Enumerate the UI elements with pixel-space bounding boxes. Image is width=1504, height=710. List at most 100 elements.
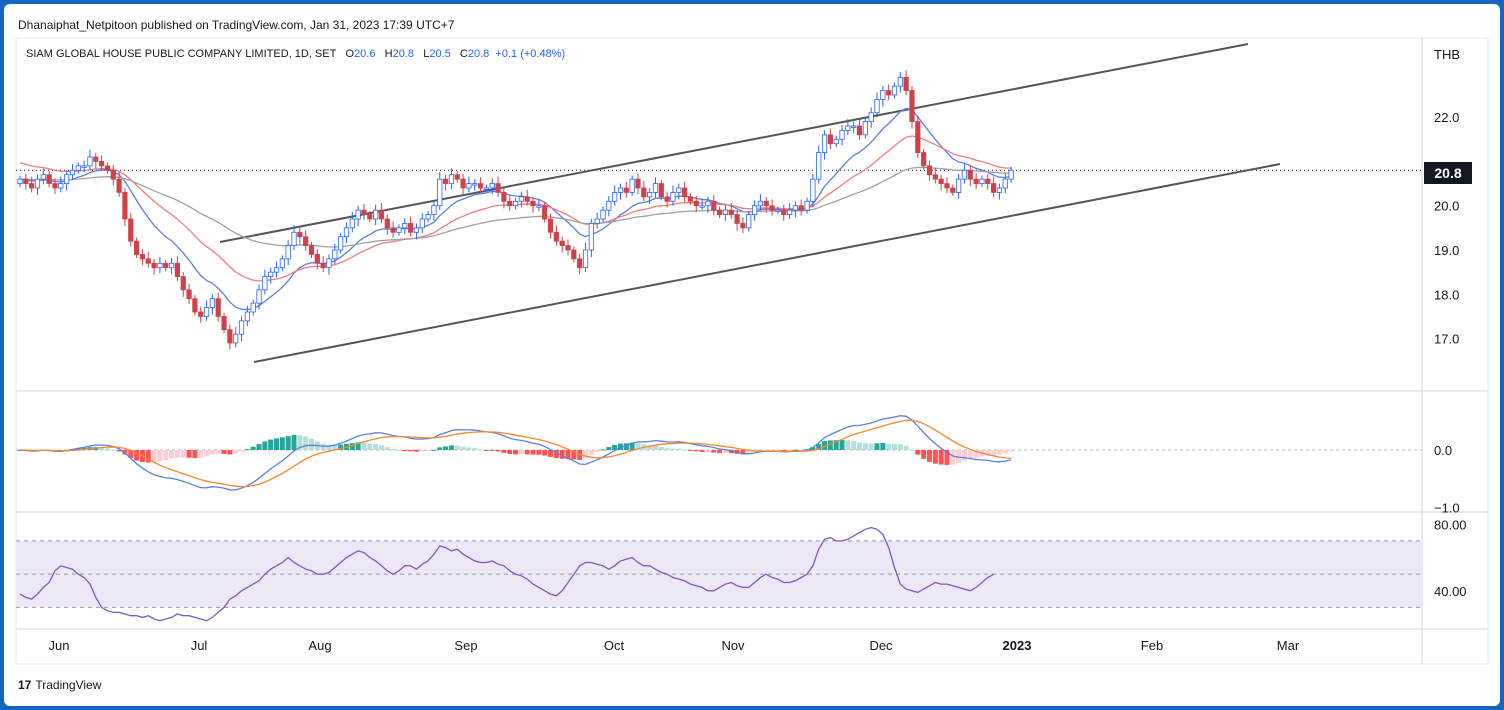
macd-histogram-bar: [594, 450, 600, 452]
candle-body: [17, 178, 23, 184]
candle-body: [180, 276, 186, 291]
candle-body: [145, 258, 151, 264]
candle-body: [209, 298, 215, 308]
macd-histogram-bar: [944, 450, 950, 465]
macd-histogram-bar: [198, 450, 204, 458]
candle-body: [751, 205, 758, 215]
candle-body: [804, 200, 810, 211]
candle-body: [891, 85, 898, 96]
candle-body: [128, 218, 134, 242]
candle-body: [1008, 169, 1014, 180]
macd-histogram-bar: [886, 443, 892, 450]
brand-label[interactable]: TradingView: [35, 678, 102, 692]
macd-histogram-bar: [822, 441, 828, 450]
macd-histogram-bar: [536, 450, 542, 455]
candle-body: [524, 196, 530, 202]
signal-line: [19, 419, 1012, 488]
candle-body: [973, 178, 979, 184]
candle-body: [501, 192, 507, 202]
candle-body: [868, 112, 874, 122]
candle-body: [472, 183, 478, 186]
macd-histogram-bar: [99, 447, 105, 450]
low-value: 20.5: [429, 48, 451, 60]
symbol-name[interactable]: SIAM GLOBAL HOUSE PUBLIC COMPANY LIMITED…: [26, 48, 337, 60]
macd-histogram-bar: [996, 450, 1002, 455]
macd-histogram-bar: [437, 447, 443, 450]
macd-histogram-bar: [740, 450, 746, 455]
price-pane: [16, 43, 1422, 363]
candle-body: [198, 311, 204, 317]
time-axis: Jun Jul Aug Sep Oct Nov Dec 2023 Feb Mar: [49, 638, 1300, 653]
candle-body: [827, 134, 833, 145]
candle-body: [926, 165, 933, 176]
macd-histogram-bar: [396, 449, 402, 451]
channel-upper-line: [219, 43, 1249, 243]
macd-histogram-bar: [577, 450, 583, 460]
candle-body: [192, 298, 198, 313]
candle-body: [256, 289, 262, 304]
macd-histogram-bar: [338, 444, 344, 450]
open-label: O: [345, 48, 355, 60]
candle-body: [297, 231, 303, 238]
channel-lower-line: [253, 163, 1281, 363]
candle-body: [553, 231, 559, 242]
candle-body: [69, 169, 76, 176]
macd-histogram-bar: [728, 450, 734, 454]
macd-histogram-bar: [128, 450, 134, 458]
macd-histogram-bar: [903, 445, 909, 450]
chart-canvas[interactable]: THB 22.0 20.0 19.0 18.0 17.0 0.0 −1.0 80.00 40…: [4, 4, 1500, 706]
candle-body: [431, 205, 437, 215]
rsi-line: [19, 526, 994, 622]
macd-histogram-bar: [699, 450, 705, 452]
macd-histogram-bar: [787, 450, 793, 451]
candle-body: [687, 196, 694, 202]
candle-body: [507, 200, 513, 207]
candle-body: [950, 187, 956, 193]
candle-body: [489, 183, 495, 189]
candle-body: [338, 236, 344, 251]
macd-histogram-bar: [192, 450, 198, 459]
macd-histogram-bar: [559, 450, 565, 459]
candle-body: [629, 178, 635, 193]
macd-histogram-bar: [180, 450, 186, 458]
candle-body: [483, 187, 490, 190]
candle-body: [938, 178, 944, 184]
tradingview-logo-icon[interactable]: 17: [18, 678, 32, 692]
macd-histogram-bar: [390, 448, 396, 450]
candle-body: [81, 165, 87, 168]
currency-label: THB: [1434, 47, 1460, 62]
candle-body: [308, 245, 315, 255]
candle-body: [845, 125, 851, 131]
candle-body: [862, 121, 868, 136]
price-tick-label: 22.0: [1434, 110, 1459, 125]
time-tick-label: Jun: [49, 638, 70, 653]
candle-body: [746, 214, 752, 229]
candle-body: [996, 187, 1003, 193]
macd-histogram-bar: [617, 443, 623, 450]
candle-body: [477, 183, 484, 189]
change-value: +0.1 (+0.48%): [495, 48, 566, 60]
macd-axis: 0.0 −1.0: [1434, 443, 1460, 516]
macd-histogram-bar: [682, 449, 688, 451]
candle-body: [658, 183, 664, 198]
macd-histogram-bar: [291, 434, 297, 450]
macd-histogram-bar: [373, 444, 379, 450]
macd-histogram-bar: [425, 450, 431, 451]
candle-body: [641, 187, 647, 198]
candle-body: [437, 178, 443, 207]
macd-histogram-bar: [623, 443, 629, 450]
macd-histogram-bar: [75, 448, 81, 450]
macd-histogram-bar: [250, 446, 256, 450]
candle-body: [571, 249, 577, 260]
candle-body: [961, 169, 968, 180]
candle-body: [133, 240, 140, 255]
macd-histogram-bar: [926, 450, 932, 462]
macd-histogram-bar: [991, 450, 997, 456]
candle-body: [23, 178, 29, 184]
macd-histogram-bar: [571, 450, 577, 460]
macd-histogram-bar: [454, 445, 460, 450]
candle-body: [268, 271, 274, 277]
macd-histogram-bar: [880, 442, 886, 450]
candle-body: [279, 258, 285, 269]
macd-histogram-bar: [157, 450, 163, 462]
